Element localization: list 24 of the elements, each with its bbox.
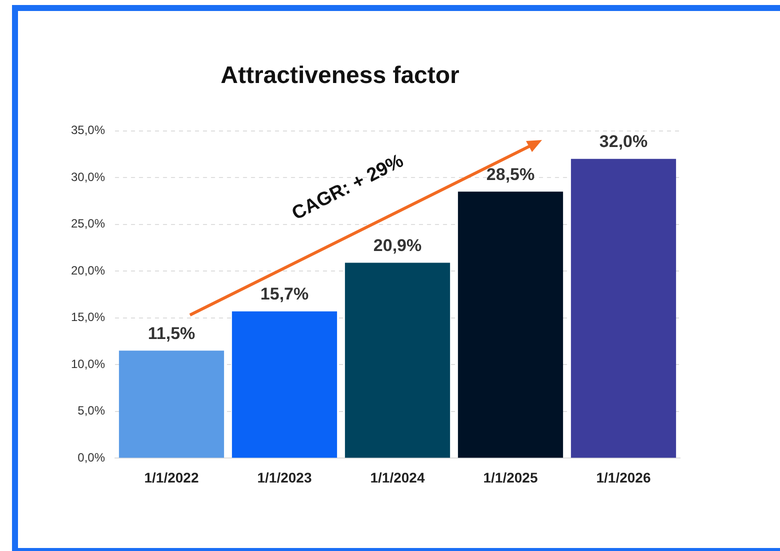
x-tick-label: 1/1/2022 [144, 469, 199, 486]
bar [118, 350, 224, 458]
x-tick-label: 1/1/2023 [257, 469, 312, 486]
y-tick-label: 30,0% [70, 170, 106, 184]
x-tick-label: 1/1/2025 [483, 469, 538, 486]
y-tick-label: 15,0% [70, 310, 106, 324]
data-label: 28,5% [486, 164, 535, 184]
bar [232, 311, 338, 458]
x-tick-label: 1/1/2024 [370, 469, 425, 486]
y-tick-label: 0,0% [78, 450, 106, 465]
y-tick-label: 25,0% [70, 216, 106, 231]
y-tick-label: 10,0% [70, 356, 106, 371]
chart-title: Attractiveness factor [220, 62, 460, 90]
x-tick-label: 1/1/2026 [596, 469, 651, 486]
bar [344, 262, 450, 458]
y-tick-label: 5,0% [78, 404, 106, 418]
y-tick-label: 35,0% [70, 123, 106, 138]
bar [570, 158, 676, 458]
data-label: 32,0% [599, 132, 648, 152]
y-tick-label: 20,0% [70, 263, 106, 278]
data-label: 11,5% [148, 324, 196, 343]
data-label: 15,7% [260, 284, 309, 304]
bar [458, 192, 564, 458]
data-label: 20,9% [373, 236, 422, 255]
